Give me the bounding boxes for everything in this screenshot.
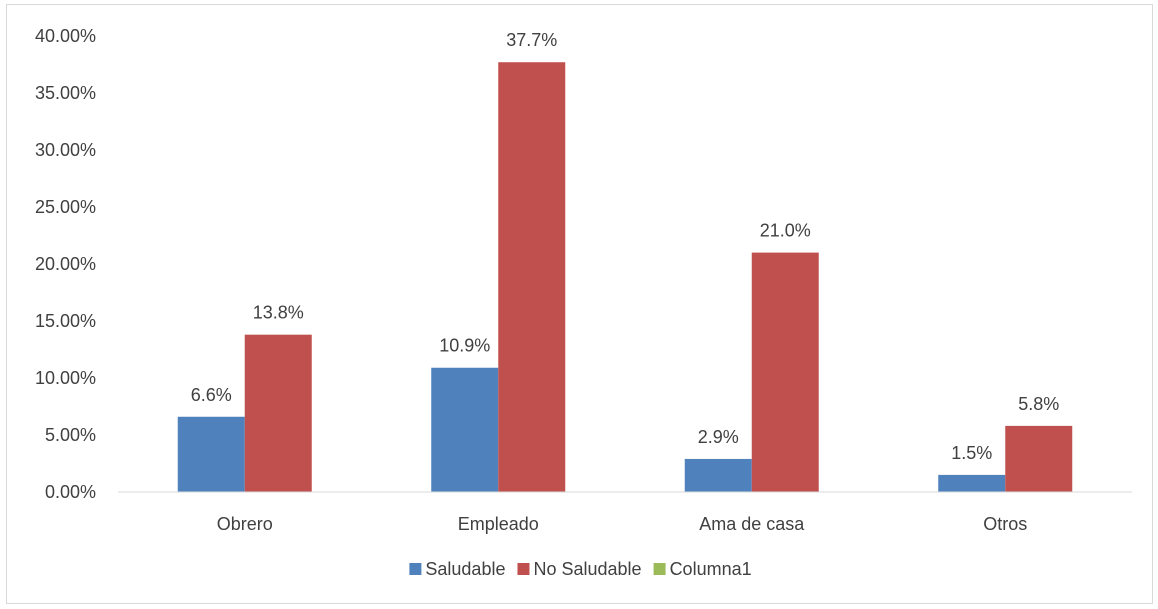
chart-frame: 0.00% 5.00% 10.00% 15.00% 20.00% 25.00% 30.00%…	[6, 4, 1153, 604]
legend-label: Saludable	[425, 559, 505, 579]
data-label: 10.9%	[439, 336, 490, 356]
y-axis-ticks: 0.00% 5.00% 10.00% 15.00% 20.00% 25.00% 30.00%…	[35, 26, 96, 502]
data-label: 21.0%	[760, 221, 811, 241]
legend-label: Columna1	[670, 559, 752, 579]
legend-label: No Saludable	[533, 559, 641, 579]
y-tick-label: 0.00%	[45, 482, 96, 502]
y-tick-label: 10.00%	[35, 368, 96, 388]
y-tick-label: 40.00%	[35, 26, 96, 46]
bars	[177, 62, 1073, 492]
data-label: 37.7%	[506, 30, 557, 50]
x-category-label: Ama de casa	[699, 514, 805, 534]
legend-item: Columna1	[653, 559, 752, 579]
data-label: 6.6%	[191, 385, 232, 405]
bar-saludable	[684, 458, 752, 492]
bar-no-saludable	[751, 252, 819, 492]
x-category-label: Otros	[983, 514, 1027, 534]
y-tick-label: 30.00%	[35, 140, 96, 160]
data-labels: 6.6% 13.8% 10.9% 37.7% 2.9% 21.0% 1.5% 5.8%	[191, 30, 1060, 463]
y-tick-label: 20.00%	[35, 254, 96, 274]
x-axis-categories: Obrero Empleado Ama de casa Otros	[217, 514, 1028, 534]
bar-no-saludable	[244, 334, 312, 492]
legend: Saludable No Saludable Columna1	[409, 559, 752, 579]
x-category-label: Obrero	[217, 514, 273, 534]
y-tick-label: 15.00%	[35, 311, 96, 331]
data-label: 13.8%	[253, 303, 304, 323]
legend-item: Saludable	[409, 559, 505, 579]
y-tick-label: 25.00%	[35, 197, 96, 217]
bar-chart: 0.00% 5.00% 10.00% 15.00% 20.00% 25.00% 30.00%…	[35, 26, 1132, 579]
bar-saludable	[177, 416, 245, 492]
bar-saludable	[431, 367, 499, 492]
legend-swatch	[653, 563, 666, 575]
y-tick-label: 35.00%	[35, 83, 96, 103]
legend-swatch	[517, 563, 530, 575]
legend-swatch	[409, 563, 422, 575]
x-category-label: Empleado	[458, 514, 539, 534]
data-label: 2.9%	[698, 427, 739, 447]
data-label: 5.8%	[1018, 394, 1059, 414]
bar-saludable	[938, 474, 1006, 492]
legend-item: No Saludable	[517, 559, 642, 579]
bar-no-saludable	[1005, 425, 1073, 492]
bar-no-saludable	[498, 62, 566, 492]
data-label: 1.5%	[951, 443, 992, 463]
y-tick-label: 5.00%	[45, 425, 96, 445]
